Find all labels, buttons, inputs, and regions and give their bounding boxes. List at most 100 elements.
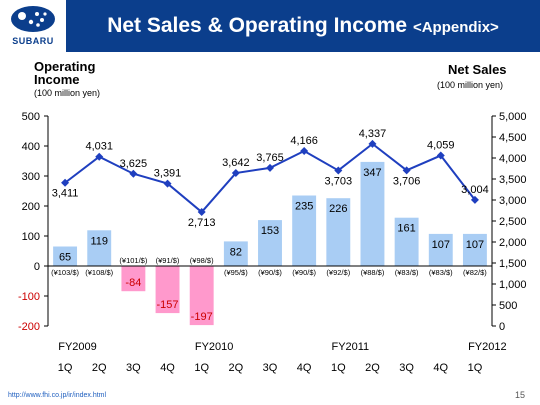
net-sales-label: 3,642 (222, 157, 250, 169)
quarter-label: 2Q (92, 362, 107, 374)
right-axis-unit: (100 million yen) (437, 80, 504, 90)
bar-value-label: 235 (295, 201, 313, 213)
exchange-rate-label: (¥82/$) (463, 268, 487, 277)
left-tick-label: 300 (22, 171, 40, 183)
left-tick-label: 200 (22, 201, 40, 213)
quarter-label: 1Q (331, 362, 346, 374)
net-sales-point (95, 152, 104, 161)
bar-value-label: 65 (59, 252, 71, 264)
right-tick-label: 2,000 (499, 237, 527, 249)
right-tick-label: 1,000 (499, 279, 527, 291)
net-sales-label: 2,713 (188, 217, 216, 229)
right-tick-label: 3,500 (499, 174, 527, 186)
exchange-rate-label: (¥83/$) (395, 268, 419, 277)
left-tick-label: 500 (22, 111, 40, 123)
bar (53, 246, 78, 266)
right-tick-label: 4,000 (499, 153, 527, 165)
right-tick-label: 3,000 (499, 195, 527, 207)
bar (189, 266, 214, 326)
exchange-rate-label: (¥101/$) (119, 256, 147, 265)
bar (155, 266, 180, 314)
bar (87, 230, 112, 266)
page-title: Net Sales & Operating Income (107, 14, 408, 37)
quarter-label: 1Q (58, 362, 73, 374)
bar-value-label: 82 (230, 246, 242, 258)
footer-url[interactable]: http://www.fhi.co.jp/ir/index.html (8, 392, 107, 399)
left-tick-label: -100 (18, 291, 40, 303)
net-sales-label: 4,031 (85, 141, 113, 153)
left-axis-unit: (100 million yen) (34, 88, 101, 98)
title-bar: Net Sales & Operating Income <Appendix> (66, 0, 540, 52)
net-sales-label: 3,411 (52, 188, 79, 200)
net-sales-label: 3,706 (393, 175, 421, 187)
right-tick-label: 0 (499, 321, 505, 333)
net-sales-label: 3,004 (461, 184, 489, 196)
quarter-label: 1Q (468, 362, 483, 374)
quarter-label: 1Q (194, 362, 209, 374)
net-sales-label: 3,391 (154, 168, 182, 180)
fiscal-year-label: FY2012 (468, 341, 507, 353)
bar-value-label: 107 (432, 239, 450, 251)
left-tick-label: 100 (22, 231, 40, 243)
exchange-rate-label: (¥88/$) (361, 268, 385, 277)
quarter-label: 4Q (297, 362, 312, 374)
right-tick-label: 1,500 (499, 258, 527, 270)
net-sales-point (163, 179, 172, 188)
quarter-label: 4Q (433, 362, 448, 374)
right-tick-label: 5,000 (499, 111, 527, 123)
net-sales-label: 3,765 (256, 152, 284, 164)
left-axis-title: Operating Income (34, 59, 96, 87)
bar (121, 266, 146, 292)
fiscal-year-label: FY2010 (195, 341, 234, 353)
quarter-label: 4Q (160, 362, 175, 374)
bar (462, 233, 487, 266)
fiscal-year-label: FY2011 (331, 341, 369, 353)
net-sales-point (129, 169, 138, 178)
net-sales-point (368, 139, 377, 148)
logo-text: SUBARU (12, 36, 54, 46)
right-tick-label: 500 (499, 300, 517, 312)
net-sales-point (300, 147, 309, 156)
bar-value-label: -197 (191, 311, 213, 323)
net-sales-label: 4,059 (427, 140, 455, 152)
left-tick-label: 0 (34, 261, 40, 273)
net-sales-label: 4,337 (359, 128, 387, 140)
bar (223, 241, 248, 266)
quarter-label: 2Q (365, 362, 380, 374)
exchange-rate-label: (¥98/$) (190, 256, 214, 265)
bar-value-label: -157 (157, 299, 179, 311)
bar-value-label: 107 (466, 239, 484, 251)
net-sales-point (402, 166, 411, 175)
exchange-rate-label: (¥92/$) (326, 268, 350, 277)
bar (428, 233, 453, 266)
quarter-label: 2Q (229, 362, 244, 374)
bar-value-label: 347 (363, 167, 381, 179)
page-title-suffix: <Appendix> (412, 19, 499, 36)
subaru-stars-icon (11, 6, 55, 32)
bar (258, 220, 282, 266)
bar-value-label: 226 (329, 203, 347, 215)
bar-value-label: 161 (397, 223, 415, 235)
net-sales-point (197, 208, 206, 217)
exchange-rate-label: (¥103/$) (51, 268, 79, 277)
bar (394, 217, 419, 266)
subaru-logo: SUBARU (0, 0, 66, 52)
left-tick-label: -200 (18, 321, 40, 333)
exchange-rate-label: (¥95/$) (224, 268, 248, 277)
right-tick-label: 4,500 (499, 132, 527, 144)
net-sales-point (231, 169, 240, 178)
left-tick-label: 400 (22, 141, 40, 153)
sales-income-chart: 500 400 300 200 100 0 -100 -200 5,000 4,500 4,000 3… (18, 111, 527, 374)
net-sales-label: 3,703 (325, 175, 353, 187)
exchange-rate-label: (¥90/$) (292, 268, 316, 277)
page-number: 15 (515, 390, 526, 400)
exchange-rate-label: (¥83/$) (429, 268, 453, 277)
right-axis-title: Net Sales (448, 62, 507, 77)
bar (292, 195, 317, 266)
net-sales-point (470, 195, 479, 204)
net-sales-label: 4,166 (290, 135, 318, 147)
quarter-label: 3Q (263, 362, 278, 374)
net-sales-point (436, 151, 445, 160)
bar-value-label: -84 (125, 277, 141, 289)
quarter-label: 3Q (399, 362, 414, 374)
